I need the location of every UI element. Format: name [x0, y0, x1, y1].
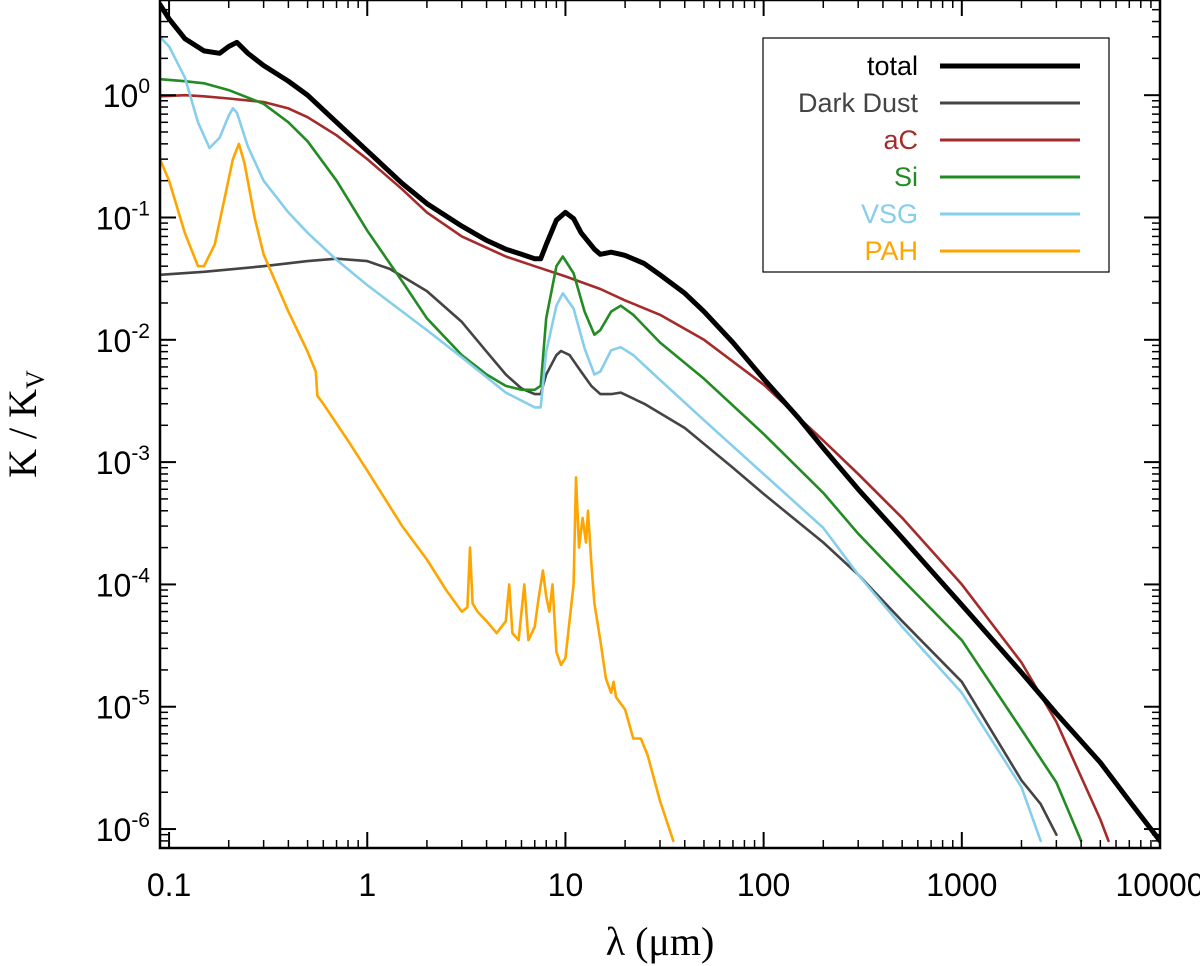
- x-tick-label: 100: [737, 867, 790, 903]
- x-tick-label: 10000: [1116, 867, 1200, 903]
- axes-layer: 0.1 1 10 100 1000 1000010010-110-210-310-410-…: [96, 0, 1200, 903]
- y-tick-exponent: 0: [138, 75, 150, 98]
- legend-label-total: total: [867, 51, 918, 81]
- y-tick-label: 10-3: [96, 442, 150, 481]
- y-tick-label: 10-4: [96, 564, 151, 603]
- y-axis-title: K / KV: [0, 370, 50, 478]
- y-tick-label: 100: [103, 75, 150, 114]
- y-tick-base: 10: [103, 78, 139, 114]
- legend: total Dark Dust aC Si VSG PAH: [762, 37, 1110, 273]
- y-tick-exponent: -5: [131, 687, 150, 710]
- x-axis-title: λ (μm): [606, 919, 715, 964]
- series-line-si: [160, 77, 1083, 843]
- y-tick-exponent: -4: [131, 564, 150, 587]
- series-line-vsg: [160, 35, 1042, 843]
- y-axis-title-sub: V: [21, 370, 50, 389]
- series-line-ac: [160, 93, 1110, 843]
- y-tick-base: 10: [96, 567, 132, 603]
- series-line-pah: [160, 142, 675, 843]
- y-tick-base: 10: [96, 445, 132, 481]
- y-tick-label: 10-6: [96, 809, 150, 848]
- y-tick-label: 10-1: [96, 197, 150, 236]
- x-tick-label: 0.1: [147, 867, 191, 903]
- y-tick-exponent: -1: [131, 197, 150, 220]
- y-tick-exponent: -6: [131, 809, 150, 832]
- y-tick-exponent: -3: [131, 442, 150, 465]
- x-tick-label: 1000: [926, 867, 997, 903]
- legend-box: [762, 37, 1110, 273]
- legend-label-ac: aC: [883, 125, 918, 155]
- svg-text:K / KV: K / KV: [0, 370, 50, 478]
- series-layer: [160, 2, 1160, 844]
- y-tick-base: 10: [96, 812, 132, 848]
- legend-label-dark-dust: Dark Dust: [798, 88, 919, 118]
- legend-label-pah: PAH: [864, 236, 918, 266]
- x-tick-label: 10: [548, 867, 584, 903]
- x-tick-label: 1: [358, 867, 376, 903]
- y-tick-label: 10-5: [96, 687, 150, 726]
- plot-frame: [158, 0, 1162, 850]
- y-tick-base: 10: [96, 323, 132, 359]
- y-axis-title-main: K / K: [0, 389, 45, 478]
- series-line-dark-dust: [160, 257, 1058, 836]
- y-tick-label: 10-2: [96, 320, 150, 359]
- y-tick-exponent: -2: [131, 320, 150, 343]
- legend-label-vsg: VSG: [861, 199, 918, 229]
- y-tick-base: 10: [96, 690, 132, 726]
- series-line-total: [160, 2, 1160, 844]
- y-tick-base: 10: [96, 200, 132, 236]
- legend-label-si: Si: [894, 162, 918, 192]
